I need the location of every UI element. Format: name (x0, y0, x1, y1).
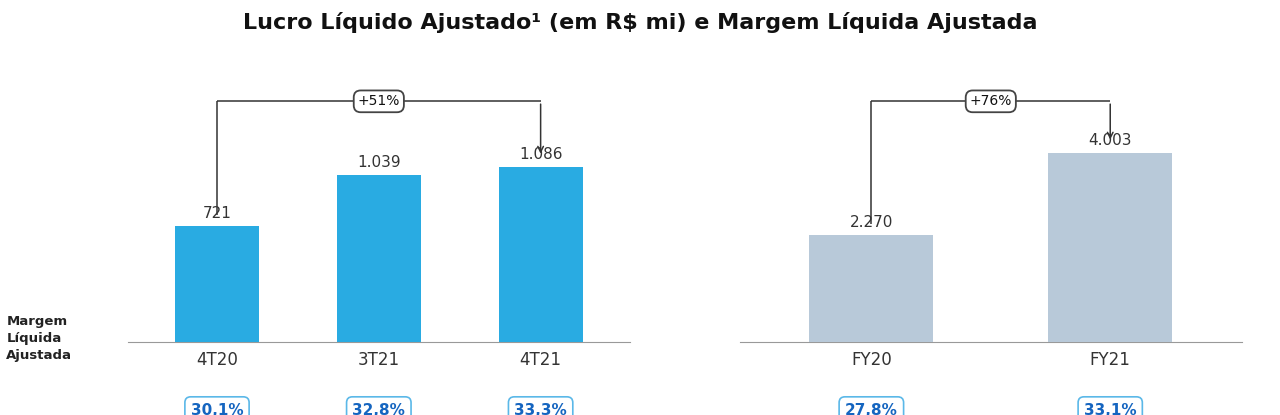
Text: Lucro Líquido Ajustado¹ (em R$ mi) e Margem Líquida Ajustada: Lucro Líquido Ajustado¹ (em R$ mi) e Mar… (243, 12, 1037, 34)
Bar (175, 226, 259, 342)
Text: +51%: +51% (357, 94, 399, 108)
Text: 33,1%: 33,1% (1084, 403, 1137, 415)
Text: 33,3%: 33,3% (515, 403, 567, 415)
Text: +76%: +76% (970, 94, 1012, 108)
Bar (337, 175, 421, 342)
Bar (1048, 153, 1172, 342)
Bar (498, 167, 582, 342)
Text: 32,8%: 32,8% (352, 403, 406, 415)
Text: Margem
Líquida
Ajustada: Margem Líquida Ajustada (6, 315, 73, 362)
Text: 4.003: 4.003 (1088, 133, 1132, 149)
Text: 721: 721 (202, 206, 232, 221)
Text: 27,8%: 27,8% (845, 403, 897, 415)
Text: 2.270: 2.270 (850, 215, 893, 230)
Text: 30,1%: 30,1% (191, 403, 243, 415)
Text: 1.039: 1.039 (357, 155, 401, 170)
Text: 1.086: 1.086 (518, 147, 562, 162)
Bar (809, 235, 933, 342)
